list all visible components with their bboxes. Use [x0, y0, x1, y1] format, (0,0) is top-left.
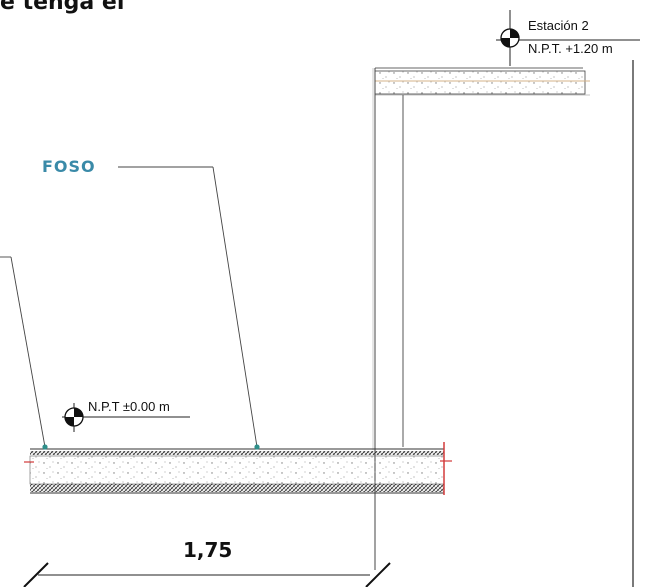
pit-wall [372, 68, 404, 570]
floor-slab [24, 442, 452, 495]
dimension-line [23, 562, 391, 587]
upper-slab [374, 67, 590, 96]
dimension-label: 1,75 [183, 538, 233, 562]
foso-label: FOSO [42, 157, 96, 176]
foso-leader [118, 166, 260, 450]
station-level: N.P.T. +1.20 m [528, 41, 613, 56]
left-leader [0, 256, 48, 450]
station-level-marker [496, 10, 640, 66]
floor-level-marker [62, 403, 190, 432]
heading-fragment: e tenga el [0, 0, 125, 15]
station-name: Estación 2 [528, 18, 589, 33]
floor-level: N.P.T ±0.00 m [88, 399, 170, 414]
